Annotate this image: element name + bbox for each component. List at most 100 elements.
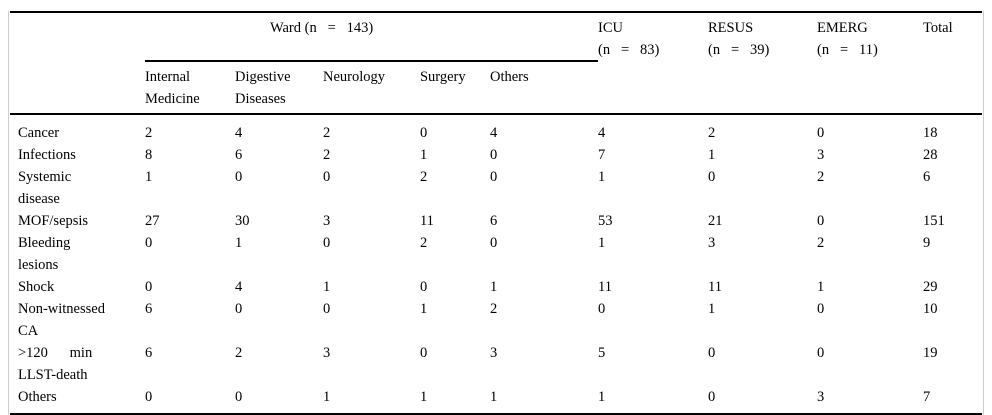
value-cell: 3 (489, 345, 498, 361)
value-cell: 0 (234, 301, 243, 317)
row-label: >120 min LLST-death (17, 345, 93, 383)
value-cell: 2 (419, 235, 428, 251)
cause-of-death-table: Ward (n = 143) ICU (n = 83) RESUS (n = 3… (9, 11, 983, 415)
ward-group-header: Ward (n = 143) (144, 12, 599, 62)
value-cell: 1 (489, 389, 498, 405)
value-cell: 4 (598, 125, 606, 141)
value-cell: 30 (234, 213, 250, 229)
value-cell: 2 (234, 345, 243, 361)
row-bleeding-lesions: Bleeding lesions 0 1 0 2 0 1 3 2 9 (10, 232, 982, 276)
value-cell: 2 (144, 125, 153, 141)
row-others: Others 0 0 1 1 1 1 0 3 7 (10, 386, 982, 414)
value-cell: 21 (708, 213, 723, 229)
value-cell: 7 (923, 389, 931, 405)
value-cell: 27 (144, 213, 160, 229)
value-cell: 1 (419, 301, 428, 317)
value-cell: 0 (489, 147, 498, 163)
value-cell: 3 (322, 345, 331, 361)
col-header-internal-medicine: Internal Medicine (144, 61, 235, 115)
value-cell: 6 (144, 345, 153, 361)
value-cell: 53 (598, 213, 613, 229)
value-cell: 0 (817, 213, 825, 229)
value-cell: 1 (419, 147, 428, 163)
value-cell: 0 (144, 235, 153, 251)
value-cell: 0 (322, 169, 331, 185)
row-label: Infections (17, 147, 76, 163)
row-shock: Shock 0 4 1 0 1 11 11 1 29 (10, 276, 982, 298)
value-cell: 6 (489, 213, 498, 229)
value-cell: 2 (817, 169, 825, 185)
value-cell: 1 (144, 169, 153, 185)
value-cell: 6 (234, 147, 243, 163)
value-cell: 7 (598, 147, 606, 163)
value-cell: 3 (322, 213, 331, 229)
value-cell: 1 (234, 235, 243, 251)
corner-cell (9, 61, 145, 115)
value-cell: 2 (419, 169, 428, 185)
table-frame: Ward (n = 143) ICU (n = 83) RESUS (n = 3… (8, 11, 984, 415)
value-cell: 0 (489, 169, 498, 185)
value-cell: 3 (708, 235, 716, 251)
value-cell: 0 (419, 125, 428, 141)
header-group-row: Ward (n = 143) ICU (n = 83) RESUS (n = 3… (10, 12, 982, 62)
value-cell: 3 (817, 147, 825, 163)
value-cell: 0 (817, 125, 825, 141)
value-cell: 0 (322, 235, 331, 251)
value-cell: 0 (322, 301, 331, 317)
row-non-witnessed-ca: Non-witnessed CA 6 0 0 1 2 0 1 0 10 (10, 298, 982, 342)
col-header-digestive-diseases: Digestive Diseases (234, 61, 323, 115)
row-label: MOF/sepsis (17, 213, 89, 229)
value-cell: 0 (419, 279, 428, 295)
value-cell: 1 (322, 279, 331, 295)
value-cell: 1 (598, 235, 606, 251)
row-label: Non-witnessed CA (17, 301, 105, 339)
header-spacer-cell (598, 61, 983, 115)
row-label: Cancer (17, 125, 60, 141)
value-cell: 2 (489, 301, 498, 317)
value-cell: 1 (598, 389, 606, 405)
col-header-others: Others (489, 61, 599, 115)
value-cell: 1 (598, 169, 606, 185)
value-cell: 0 (708, 389, 716, 405)
value-cell: 29 (923, 279, 938, 295)
header-subcolumn-row: Internal Medicine Digestive Diseases Neu… (9, 61, 983, 115)
value-cell: 1 (419, 389, 428, 405)
value-cell: 9 (923, 235, 931, 251)
value-cell: 4 (489, 125, 498, 141)
row-label: Others (17, 389, 57, 405)
value-cell: 3 (817, 389, 825, 405)
row-label: Systemic disease (17, 169, 72, 207)
value-cell: 10 (923, 301, 938, 317)
col-header-neurology: Neurology (322, 61, 420, 115)
value-cell: 151 (923, 213, 945, 229)
row-120min-llst-death: >120 min LLST-death 6 2 3 0 3 5 0 0 19 (10, 342, 982, 386)
value-cell: 4 (234, 125, 243, 141)
value-cell: 1 (489, 279, 498, 295)
table-header: Ward (n = 143) ICU (n = 83) RESUS (n = 3… (9, 12, 983, 115)
value-cell: 0 (144, 389, 153, 405)
row-infections: Infections 8 6 2 1 0 7 1 3 28 (10, 144, 982, 166)
value-cell: 0 (489, 235, 498, 251)
row-label: Bleeding lesions (17, 235, 71, 273)
value-cell: 6 (923, 169, 931, 185)
value-cell: 0 (817, 301, 825, 317)
value-cell: 11 (419, 213, 434, 229)
total-header: Total (923, 20, 953, 36)
resus-header: RESUS (n = 39) (708, 20, 770, 58)
value-cell: 2 (817, 235, 825, 251)
value-cell: 1 (708, 147, 716, 163)
value-cell: 4 (234, 279, 243, 295)
value-cell: 0 (234, 389, 243, 405)
value-cell: 8 (144, 147, 153, 163)
row-cancer: Cancer 2 4 2 0 4 4 2 0 18 (10, 114, 982, 144)
value-cell: 5 (598, 345, 606, 361)
value-cell: 0 (708, 169, 716, 185)
value-cell: 28 (923, 147, 938, 163)
value-cell: 6 (144, 301, 153, 317)
value-cell: 0 (234, 169, 243, 185)
row-systemic-disease: Systemic disease 1 0 0 2 0 1 0 2 6 (10, 166, 982, 210)
value-cell: 0 (419, 345, 428, 361)
value-cell: 0 (598, 301, 606, 317)
value-cell: 18 (923, 125, 938, 141)
row-mof-sepsis: MOF/sepsis 27 30 3 11 6 53 21 0 151 (10, 210, 982, 232)
